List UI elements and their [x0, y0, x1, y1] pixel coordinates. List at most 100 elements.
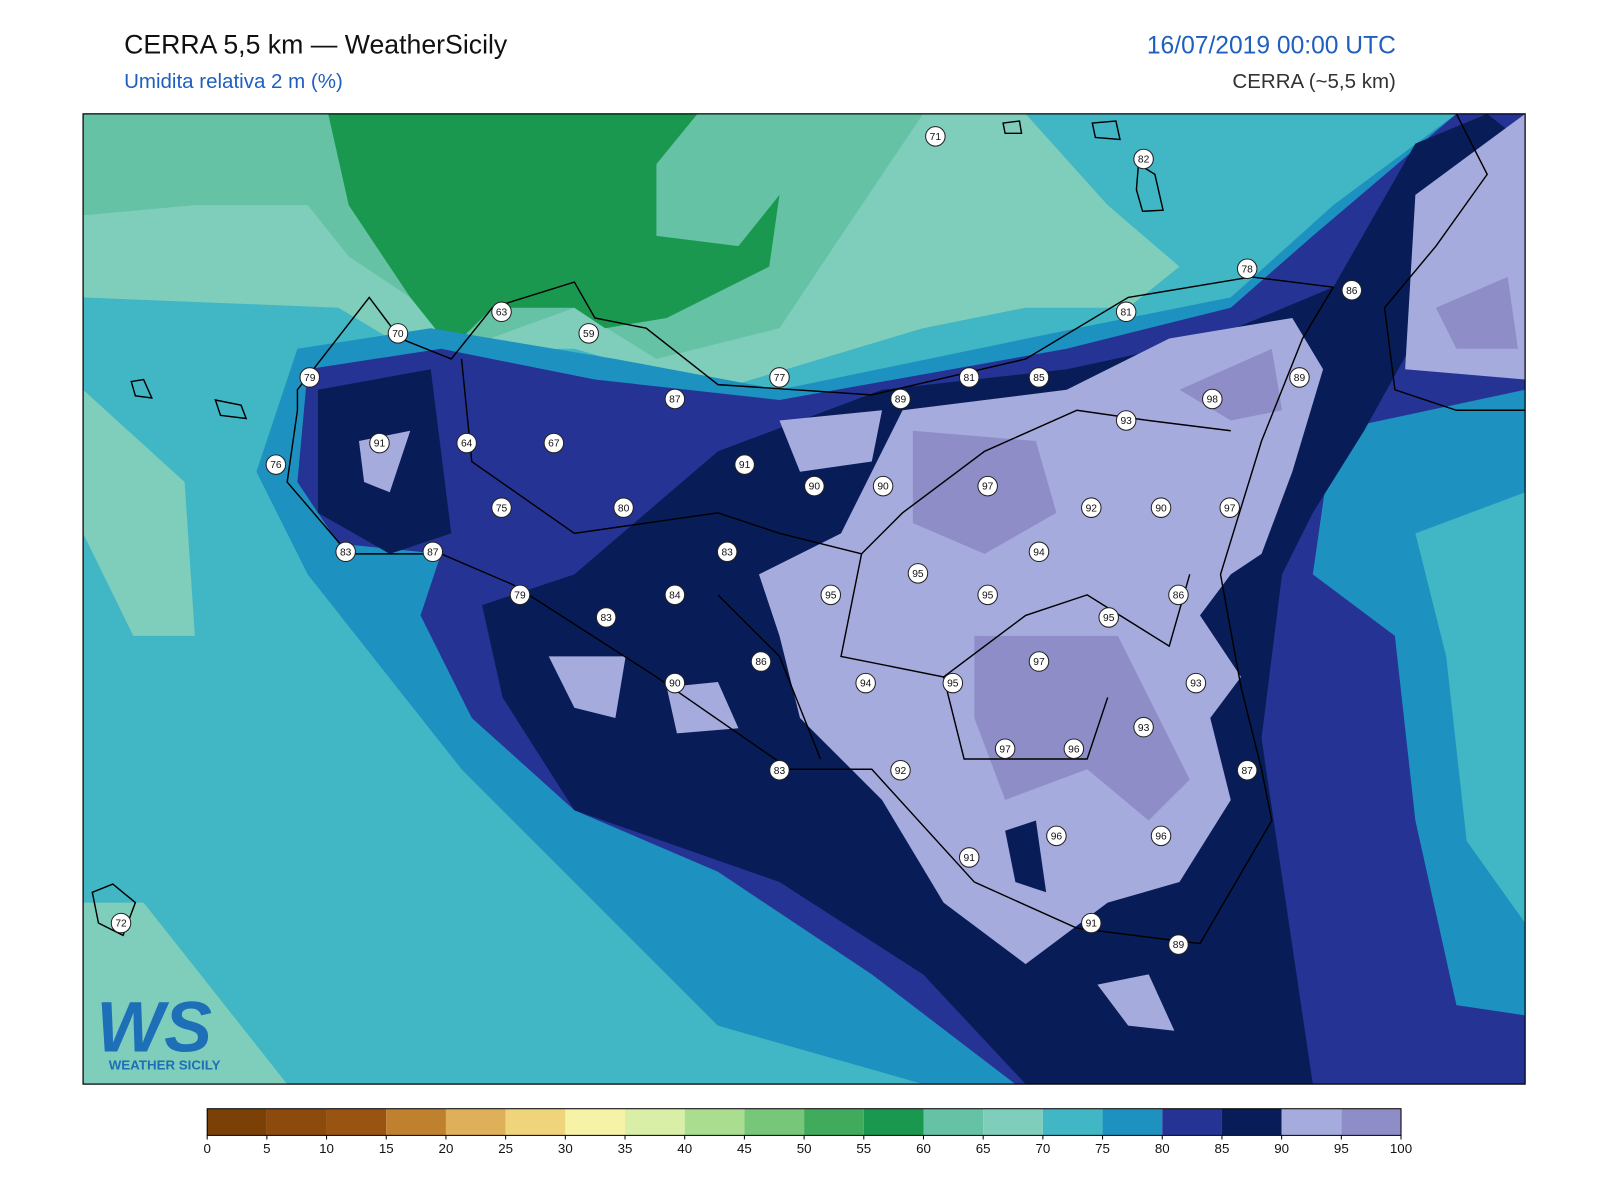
- station: 82: [1133, 148, 1154, 170]
- station-value: 96: [1155, 831, 1167, 842]
- station: 71: [925, 126, 946, 147]
- colorbar-swatch: [625, 1108, 685, 1136]
- station-marker: [578, 323, 599, 344]
- station: 93: [1185, 672, 1207, 694]
- colorbar-tick-label: 5: [263, 1141, 270, 1156]
- station-marker: [1028, 541, 1050, 563]
- colorbar-swatch: [863, 1108, 924, 1136]
- station-value: 78: [1241, 264, 1253, 275]
- station: 85: [1028, 367, 1050, 388]
- station: 63: [491, 301, 512, 323]
- station-value: 91: [739, 460, 751, 471]
- station: 70: [387, 323, 409, 344]
- station-value: 95: [1103, 613, 1115, 624]
- station-value: 97: [999, 744, 1011, 755]
- station: 91: [369, 432, 390, 454]
- station-value: 89: [1294, 373, 1306, 384]
- colorbar-tick-label: 20: [439, 1141, 454, 1156]
- station-value: 86: [755, 657, 767, 668]
- station: 59: [578, 323, 599, 344]
- station-marker: [456, 432, 477, 454]
- station-marker: [734, 454, 755, 475]
- station: 87: [664, 388, 686, 410]
- station-value: 90: [809, 482, 821, 493]
- station-marker: [958, 367, 980, 388]
- station-marker: [925, 126, 946, 147]
- station: 81: [958, 367, 980, 388]
- colorbar-tick-label: 90: [1274, 1141, 1289, 1156]
- station-marker: [872, 475, 894, 497]
- station: 89: [1168, 934, 1189, 955]
- colorbar-swatch: [445, 1108, 506, 1136]
- station-marker: [1046, 825, 1067, 847]
- station-value: 86: [1346, 286, 1358, 297]
- station: 80: [613, 497, 634, 518]
- station-marker: [977, 475, 998, 497]
- station: 92: [890, 759, 911, 781]
- station: 94: [855, 672, 876, 694]
- station-value: 83: [600, 613, 612, 624]
- station: 90: [664, 672, 686, 694]
- station-value: 83: [340, 547, 352, 558]
- colorbar-tick-label: 10: [319, 1141, 334, 1156]
- colorbar-tick-label: 30: [558, 1141, 573, 1156]
- station-value: 87: [669, 395, 681, 406]
- station-value: 97: [1224, 503, 1236, 514]
- colorbar-tick-label: 95: [1334, 1141, 1349, 1156]
- colorbar-swatch: [326, 1108, 387, 1136]
- station-marker: [543, 432, 565, 454]
- station: 91: [1081, 912, 1102, 934]
- station-marker: [1168, 584, 1189, 606]
- station: 84: [664, 584, 686, 606]
- station-value: 76: [270, 460, 282, 471]
- station-marker: [855, 672, 876, 694]
- colorbar-tick-label: 60: [916, 1141, 931, 1156]
- colorbar-swatch: [386, 1108, 446, 1136]
- station-labels: 71 82 78 86 81 63 59 70 79 77 81 85 89 87 89 98 93 91 64 67…: [110, 126, 1363, 955]
- station-value: 89: [895, 395, 907, 406]
- station-value: 70: [392, 329, 404, 340]
- station-value: 95: [912, 569, 924, 580]
- colorbar-swatch: [804, 1108, 864, 1136]
- station-marker: [110, 912, 132, 934]
- station: 95: [820, 584, 842, 606]
- station-marker: [1150, 497, 1172, 518]
- station-value: 86: [1173, 590, 1185, 601]
- colorbar-swatch: [1221, 1108, 1282, 1136]
- station-value: 72: [115, 919, 127, 930]
- colorbar-swatch: [1102, 1108, 1163, 1136]
- station-marker: [1185, 672, 1207, 694]
- station-value: 89: [1173, 940, 1185, 951]
- station-value: 79: [514, 590, 526, 601]
- station-value: 84: [669, 590, 681, 601]
- station-marker: [299, 367, 320, 388]
- colorbar-tick-label: 50: [797, 1141, 812, 1156]
- station-marker: [1028, 651, 1050, 672]
- station-marker: [664, 584, 686, 606]
- station-value: 83: [774, 766, 786, 777]
- station-marker: [509, 584, 531, 606]
- colorbar-tick-label: 25: [498, 1141, 513, 1156]
- station-value: 93: [1120, 416, 1132, 427]
- station-value: 81: [964, 373, 976, 384]
- station-value: 92: [1086, 503, 1098, 514]
- station-marker: [422, 541, 444, 563]
- colorbar-tick-label: 55: [856, 1141, 871, 1156]
- station-marker: [369, 432, 390, 454]
- station-marker: [1289, 367, 1310, 388]
- station-marker: [1202, 388, 1223, 410]
- colorbar-tick-label: 75: [1095, 1141, 1110, 1156]
- station-value: 94: [860, 679, 872, 690]
- colorbar-swatch: [1281, 1108, 1342, 1136]
- station: 83: [769, 759, 790, 781]
- station-marker: [958, 847, 980, 868]
- station: 97: [977, 475, 998, 497]
- station-marker: [491, 301, 512, 323]
- station-value: 93: [1138, 723, 1150, 734]
- colorbar-tick-label: 65: [976, 1141, 991, 1156]
- station-marker: [387, 323, 409, 344]
- station-marker: [820, 584, 842, 606]
- colorbar-swatch: [744, 1108, 805, 1136]
- station: 96: [1150, 825, 1172, 847]
